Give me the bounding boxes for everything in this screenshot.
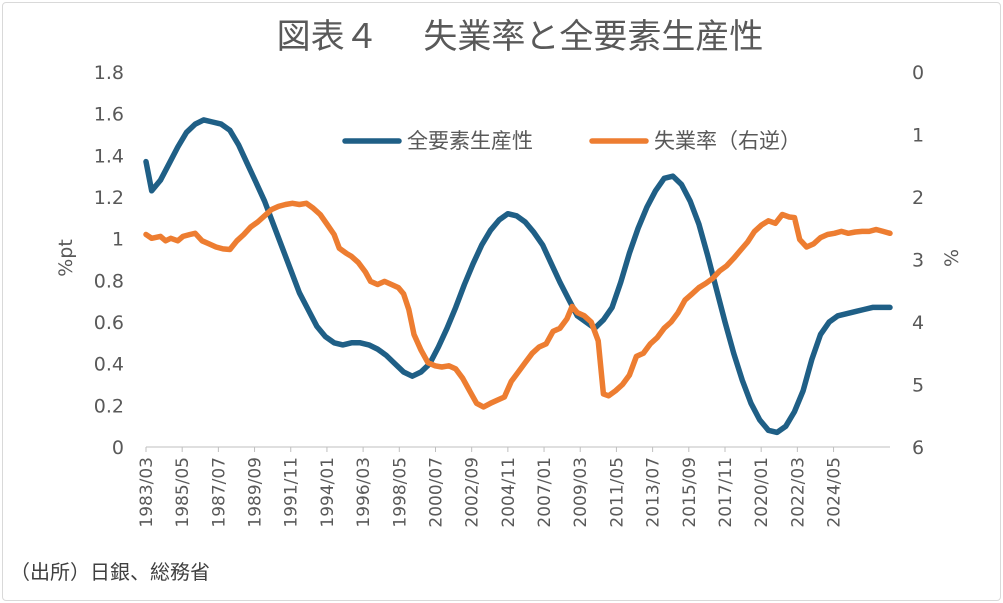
x-tick-label: 2007/01 bbox=[535, 457, 555, 528]
y-left-tick-label: 0.8 bbox=[94, 270, 124, 292]
plot-area: 0 0.2 0.4 0.6 0.8 1 1.2 1.4 1.6 1.8 0 1 2 3 4 5 6 %pt % 198… bbox=[55, 62, 963, 528]
series-line-unemployment bbox=[143, 200, 893, 410]
y-left-tick-label: 0 bbox=[112, 437, 124, 459]
y-right-tick-label: 4 bbox=[912, 312, 924, 334]
x-tick-label: 1996/03 bbox=[354, 457, 374, 528]
y-left-tick-label: 1 bbox=[112, 229, 124, 251]
y-left-tick-label: 0.6 bbox=[94, 312, 124, 334]
x-tick-label: 1989/09 bbox=[246, 457, 266, 528]
y-left-tick-label: 0.2 bbox=[94, 395, 124, 417]
x-tick-label: 2004/11 bbox=[499, 457, 519, 528]
x-tick-label: 2000/07 bbox=[426, 457, 446, 528]
x-tick-label: 1998/05 bbox=[390, 457, 410, 528]
x-tick-label: 2011/05 bbox=[607, 457, 627, 528]
legend-tfp-label: 全要素生産性 bbox=[407, 129, 533, 153]
x-tick-label: 1985/05 bbox=[173, 457, 193, 528]
x-tick-label: 2009/03 bbox=[571, 457, 591, 528]
x-tick-label: 2015/09 bbox=[680, 457, 700, 528]
chart-title: 図表４ 失業率と全要素生産性 bbox=[277, 17, 764, 57]
x-tick-label: 2017/11 bbox=[716, 457, 736, 528]
y-left-tick-label: 1.2 bbox=[94, 187, 124, 209]
y-left-tick-label: 1.4 bbox=[94, 145, 124, 167]
y-right-tick-label: 3 bbox=[912, 250, 924, 272]
y-right-tick-label: 5 bbox=[912, 375, 924, 397]
y-right-axis-title: % bbox=[941, 249, 963, 267]
x-tick-label: 2002/09 bbox=[463, 457, 483, 528]
x-tick-label: 2022/03 bbox=[788, 457, 808, 528]
y-left-tick-label: 1.6 bbox=[94, 104, 124, 126]
y-left-tick-label: 0.4 bbox=[94, 354, 124, 376]
y-right-tick-label: 1 bbox=[912, 125, 924, 147]
y-left-axis-title: %pt bbox=[55, 239, 77, 277]
x-tick-label: 1994/01 bbox=[318, 457, 338, 528]
x-tick-label: 2020/01 bbox=[752, 457, 772, 528]
source-note: （出所）日銀、総務省 bbox=[10, 560, 210, 584]
series-line-tfp bbox=[143, 117, 893, 436]
legend-unemployment-label: 失業率（右逆） bbox=[654, 129, 801, 153]
x-tick-label: 1991/11 bbox=[282, 457, 302, 528]
y-right-tick-label: 6 bbox=[912, 437, 924, 459]
x-tick-label: 2024/05 bbox=[825, 457, 845, 528]
y-right-tick-label: 0 bbox=[912, 62, 924, 84]
y-left-tick-label: 1.8 bbox=[94, 62, 124, 84]
x-tick-label: 1987/07 bbox=[209, 457, 229, 528]
x-tick-label: 2013/07 bbox=[644, 457, 664, 528]
x-tick-label: 1983/03 bbox=[137, 457, 157, 528]
y-right-tick-label: 2 bbox=[912, 187, 924, 209]
